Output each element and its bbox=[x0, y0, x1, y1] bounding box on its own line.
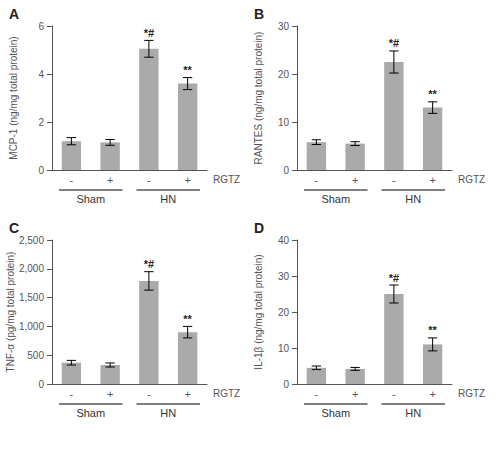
svg-text:HN: HN bbox=[405, 193, 421, 205]
svg-text:D: D bbox=[254, 220, 264, 236]
svg-text:20: 20 bbox=[278, 69, 290, 80]
svg-text:**: ** bbox=[183, 313, 192, 325]
svg-text:HN: HN bbox=[405, 407, 421, 419]
svg-text:Sham: Sham bbox=[321, 407, 350, 419]
svg-text:10: 10 bbox=[278, 343, 290, 354]
svg-text:0: 0 bbox=[38, 165, 44, 176]
svg-text:IL-1β (ng/mg total protein): IL-1β (ng/mg total protein) bbox=[253, 254, 264, 369]
svg-text:-: - bbox=[70, 388, 74, 400]
svg-text:2,000: 2,000 bbox=[19, 263, 44, 274]
svg-text:+: + bbox=[107, 388, 113, 400]
svg-text:2: 2 bbox=[38, 117, 44, 128]
svg-text:+: + bbox=[352, 174, 358, 186]
svg-text:+: + bbox=[107, 174, 113, 186]
svg-text:**: ** bbox=[183, 64, 192, 76]
svg-text:0: 0 bbox=[283, 379, 289, 390]
svg-text:-: - bbox=[315, 388, 319, 400]
svg-text:RGTZ: RGTZ bbox=[458, 388, 485, 399]
svg-text:-: - bbox=[70, 174, 74, 186]
svg-text:-: - bbox=[147, 174, 151, 186]
svg-text:*#: *# bbox=[144, 258, 154, 270]
svg-text:30: 30 bbox=[278, 21, 290, 32]
svg-text:*#: *# bbox=[389, 272, 399, 284]
svg-text:+: + bbox=[352, 388, 358, 400]
svg-text:40: 40 bbox=[278, 235, 290, 246]
svg-text:4: 4 bbox=[38, 69, 44, 80]
svg-text:*#: *# bbox=[389, 37, 399, 49]
svg-text:A: A bbox=[9, 6, 19, 22]
svg-text:30: 30 bbox=[278, 271, 290, 282]
svg-text:HN: HN bbox=[160, 407, 176, 419]
svg-text:C: C bbox=[9, 220, 19, 236]
svg-text:*#: *# bbox=[144, 27, 154, 39]
svg-text:+: + bbox=[429, 388, 435, 400]
svg-text:RGTZ: RGTZ bbox=[458, 174, 485, 185]
svg-text:0: 0 bbox=[38, 379, 44, 390]
svg-text:-: - bbox=[315, 174, 319, 186]
svg-text:HN: HN bbox=[160, 193, 176, 205]
svg-text:1,500: 1,500 bbox=[19, 292, 44, 303]
svg-text:1,000: 1,000 bbox=[19, 321, 44, 332]
svg-text:2,500: 2,500 bbox=[19, 235, 44, 246]
svg-text:Sham: Sham bbox=[321, 193, 350, 205]
svg-text:B: B bbox=[254, 6, 264, 22]
svg-text:+: + bbox=[429, 174, 435, 186]
svg-text:10: 10 bbox=[278, 117, 290, 128]
svg-text:Sham: Sham bbox=[76, 193, 105, 205]
svg-text:-: - bbox=[147, 388, 151, 400]
svg-text:-: - bbox=[392, 388, 396, 400]
svg-text:**: ** bbox=[428, 324, 437, 336]
svg-text:20: 20 bbox=[278, 307, 290, 318]
svg-text:6: 6 bbox=[38, 21, 44, 32]
svg-text:TNF-α (pg/mg total protein): TNF-α (pg/mg total protein) bbox=[5, 252, 16, 373]
svg-text:Sham: Sham bbox=[76, 407, 105, 419]
svg-text:+: + bbox=[184, 388, 190, 400]
svg-text:0: 0 bbox=[283, 165, 289, 176]
svg-text:RGTZ: RGTZ bbox=[213, 174, 240, 185]
svg-text:-: - bbox=[392, 174, 396, 186]
svg-text:RGTZ: RGTZ bbox=[213, 388, 240, 399]
svg-text:RANTES (ng/mg total protein): RANTES (ng/mg total protein) bbox=[253, 32, 264, 165]
svg-text:500: 500 bbox=[27, 350, 44, 361]
svg-text:MCP-1 (ng/mg total protein): MCP-1 (ng/mg total protein) bbox=[8, 36, 19, 159]
svg-text:**: ** bbox=[428, 88, 437, 100]
svg-text:+: + bbox=[184, 174, 190, 186]
